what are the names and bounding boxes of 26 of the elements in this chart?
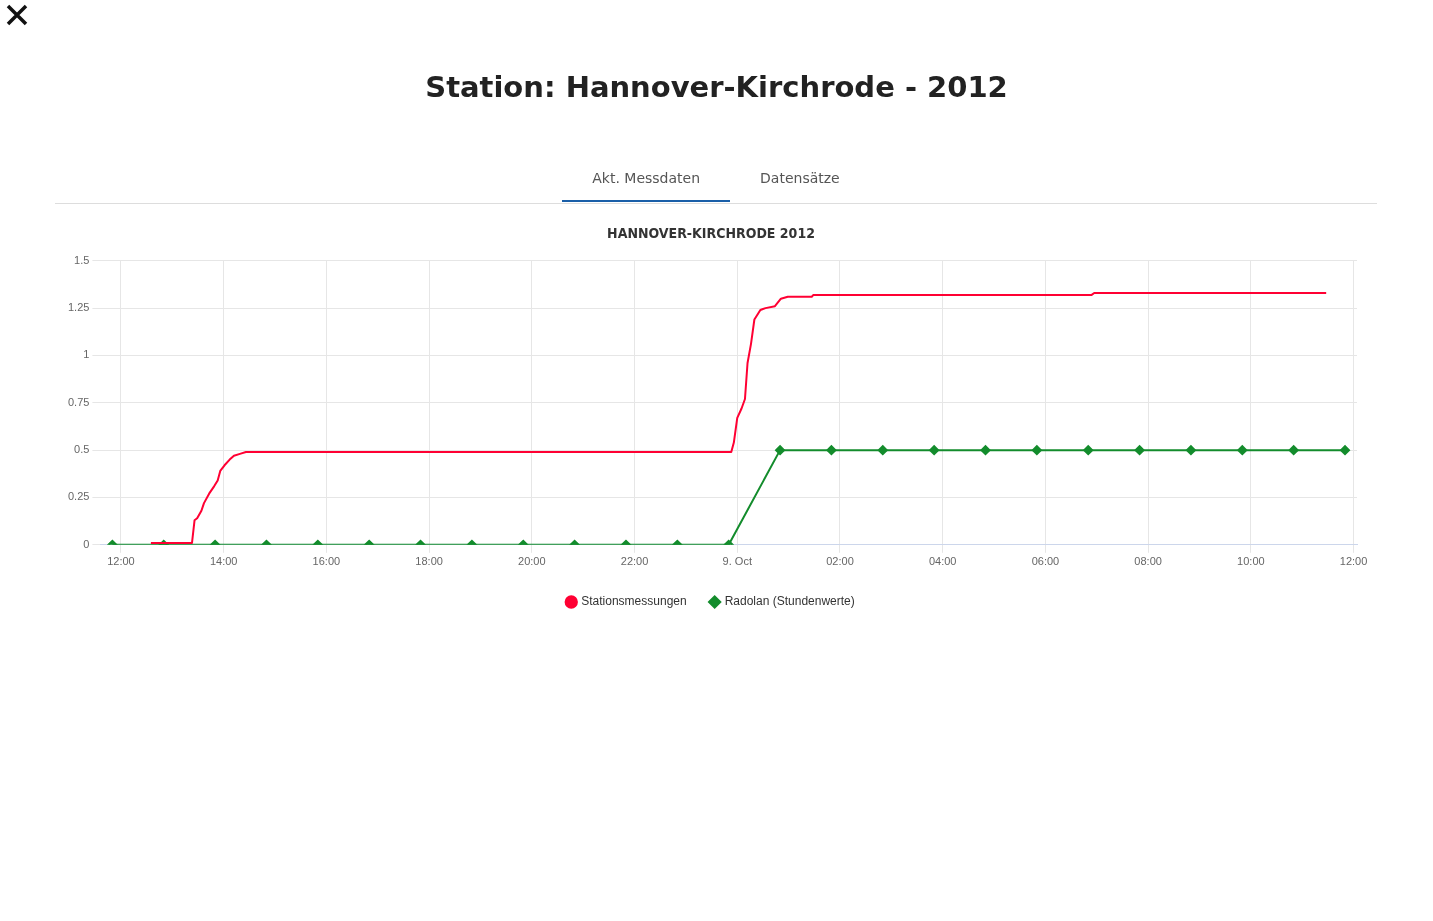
y-tick-label: 1.5 [74, 253, 90, 266]
x-tick-label: 20:00 [518, 555, 546, 568]
x-tick-label: 06:00 [1031, 555, 1060, 568]
x-tick-label: 02:00 [826, 555, 854, 568]
x-tick-label: 18:00 [415, 555, 443, 568]
x-tick-label: 12:00 [107, 555, 135, 568]
x-tick-label: 12:00 [1339, 555, 1368, 568]
y-tick-label: 0.5 [74, 443, 90, 456]
x-tick-label: 22:00 [620, 555, 649, 568]
chart-subtitle: HANNOVER-KIRCHRODE 2012 [607, 225, 815, 242]
text: Akt. Messdaten [562, 160, 731, 202]
x-tick-label: 14:00 [209, 555, 238, 568]
x-tick-label: 10:00 [1237, 555, 1265, 568]
legend-label: Stationsmessungen [581, 594, 687, 609]
y-tick-label: 1 [83, 348, 90, 361]
y-tick-label: 0 [83, 537, 90, 550]
x-tick-label: 9. Oct [722, 555, 752, 568]
x-tick-label: 08:00 [1134, 555, 1162, 568]
chart-title: Station: Hannover-Kirchrode - 2012 [424, 70, 1009, 104]
y-tick-label: 1.25 [67, 301, 90, 314]
legend-label: Radolan (Stundenwerte) [724, 594, 855, 609]
x-tick-label: 04:00 [928, 555, 957, 568]
y-tick-label: 0.25 [67, 490, 90, 503]
x-tick-label: 16:00 [312, 555, 341, 568]
y-tick-label: 0.75 [67, 395, 90, 408]
text: Datensätze [759, 169, 841, 188]
